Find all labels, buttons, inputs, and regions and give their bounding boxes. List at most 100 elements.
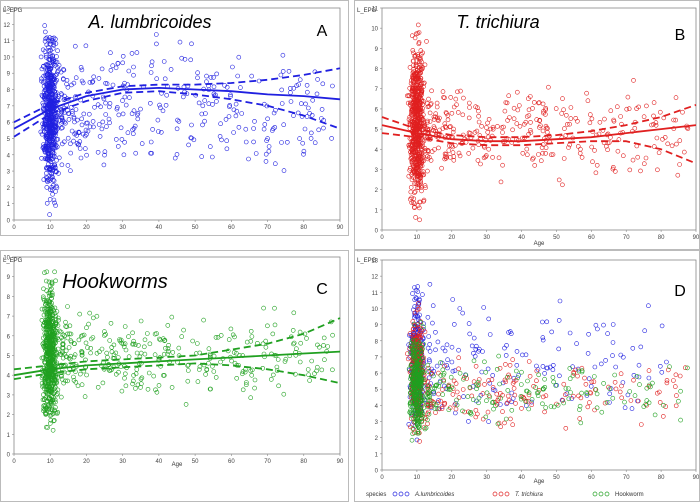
data-point [274,364,280,370]
data-point [408,373,414,379]
data-point [418,178,423,184]
y-tick-label: 6 [7,334,11,340]
data-point [615,148,621,154]
data-point [404,351,410,357]
data-point [45,304,50,309]
data-point [418,320,424,325]
data-point [410,70,416,75]
ci-upper-line [13,67,341,124]
data-point [408,382,414,387]
y-tick-label: 0 [7,219,11,225]
data-point [134,367,140,372]
data-point [605,331,610,336]
data-point [52,338,58,343]
data-point [48,417,54,423]
data-point [47,86,52,91]
data-point [62,351,67,357]
data-point [451,104,457,110]
data-point [471,335,477,341]
data-point [561,107,566,112]
data-point [664,359,669,365]
data-point [429,386,435,392]
data-point [450,150,456,155]
data-point [514,121,520,126]
data-point [53,316,59,322]
data-point [450,368,456,374]
data-point [79,382,85,388]
data-point [43,411,48,416]
data-point [71,138,76,144]
data-point [524,146,530,152]
data-point [303,101,308,107]
data-point [674,393,679,398]
data-point [60,332,66,338]
data-point [420,143,426,149]
data-point [50,145,56,151]
data-point [40,384,45,389]
data-point [51,418,57,423]
data-point [553,106,559,111]
data-point [601,381,606,386]
data-point [148,101,153,106]
data-point [652,412,658,418]
data-point [211,84,217,90]
data-point [467,384,473,390]
data-point [406,173,412,179]
data-point [534,117,540,122]
data-point [419,416,424,421]
data-point [614,104,620,109]
data-point [41,83,47,89]
data-point [45,298,51,304]
data-point [42,49,48,54]
data-point [638,168,643,174]
data-point [579,368,585,374]
data-point [51,319,56,325]
data-point [142,337,148,343]
data-point [470,145,476,151]
data-point [156,129,161,134]
data-point [79,122,85,128]
data-point [53,203,58,208]
data-point [211,369,217,374]
data-point [214,71,219,77]
data-point [265,323,270,329]
data-point [476,400,481,406]
data-point [586,331,591,337]
data-point [174,126,180,132]
data-point [46,321,52,327]
data-point [506,372,511,378]
data-point [195,341,200,346]
data-point [234,350,239,356]
data-point [413,348,419,353]
y-tick-label: 9 [7,275,11,281]
data-point [435,117,441,122]
data-point [540,319,545,325]
data-point [409,139,415,144]
data-point [45,359,51,365]
data-point [411,321,417,327]
x-tick-label: 10 [47,459,54,465]
y-tick-label: 3 [7,170,11,176]
data-point [408,118,414,123]
data-point [325,344,331,349]
data-point [518,382,524,387]
x-tick-label: 40 [156,459,163,465]
data-point [411,200,416,205]
data-point [417,68,423,73]
data-point [59,373,64,379]
data-point [419,92,424,98]
data-point [677,373,683,379]
data-point [413,215,418,220]
data-point [412,176,418,182]
data-point [231,107,237,113]
data-point [103,100,108,106]
data-point [468,411,474,417]
data-point [444,363,450,368]
data-point [637,382,642,387]
data-point [540,394,546,400]
data-point [417,175,423,180]
data-point [418,64,424,69]
data-point [447,143,452,149]
y-tick-label: 6 [7,121,11,127]
data-point [523,352,529,358]
